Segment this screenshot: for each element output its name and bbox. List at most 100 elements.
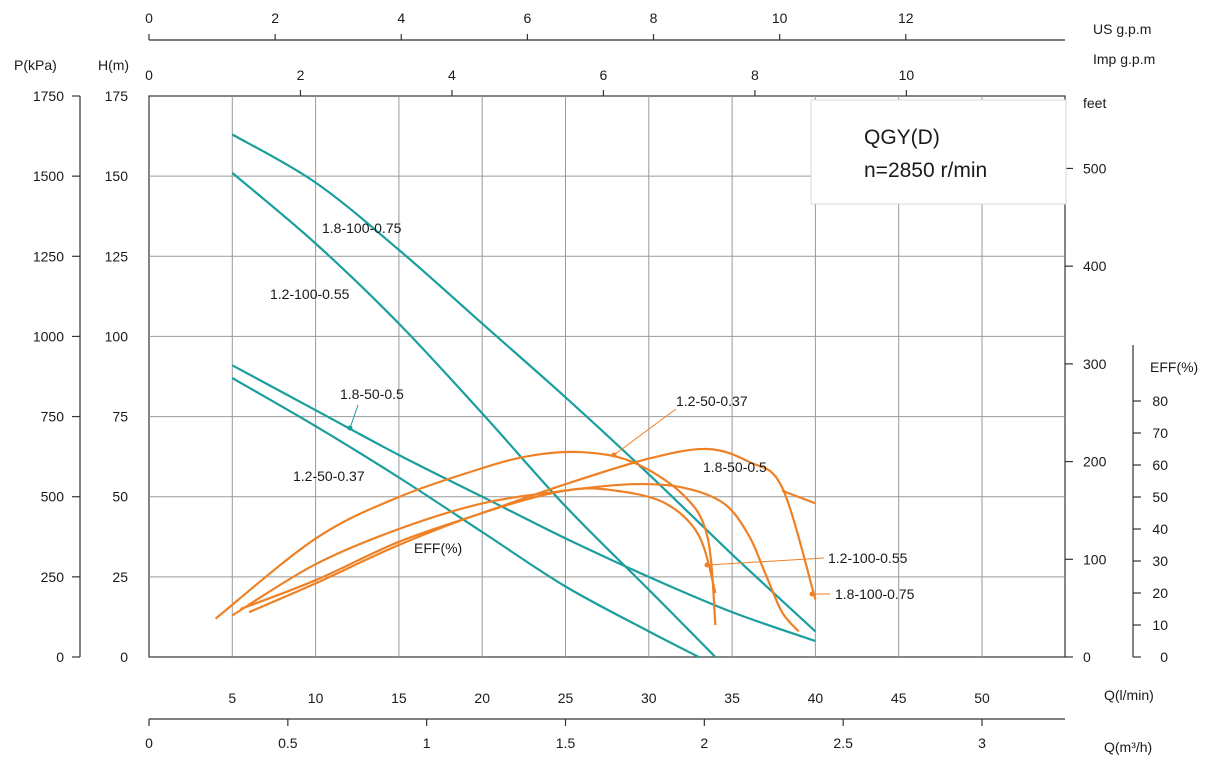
imp-gpm-title: Imp g.p.m bbox=[1093, 51, 1155, 67]
eff-curve-1.2-50-0.37 bbox=[214, 450, 717, 626]
label-head-1.8-50-0.5: 1.8-50-0.5 bbox=[340, 386, 404, 402]
title-box bbox=[810, 99, 1067, 205]
h-tick-label: 100 bbox=[105, 328, 129, 344]
label-eff-1.2-100-0.55-leader bbox=[706, 557, 825, 566]
x-tick-label: 20 bbox=[474, 690, 490, 706]
p-tick-label: 0 bbox=[56, 649, 64, 665]
label-head-1.2-50-0.37: 1.2-50-0.37 bbox=[293, 468, 365, 484]
eff-tick-label: 80 bbox=[1152, 393, 1168, 409]
eff-curve-1.2-100-0.55 bbox=[248, 487, 717, 614]
x-tick-label: 40 bbox=[808, 690, 824, 706]
axes-layer: 5 10 15 20 25 30 35 40 45 50025507510012515017502… bbox=[14, 10, 1198, 755]
q-m3h-tick-label: 1 bbox=[423, 735, 431, 751]
eff-tick-label: 10 bbox=[1152, 617, 1168, 633]
head-curve-1.8-100-0.75 bbox=[231, 133, 817, 633]
h-tick-label: 125 bbox=[105, 248, 129, 264]
p-tick-label: 1750 bbox=[33, 88, 64, 104]
us-gpm-title: US g.p.m bbox=[1093, 21, 1151, 37]
feet-axis-title: feet bbox=[1083, 95, 1106, 111]
feet-tick-label: 400 bbox=[1083, 258, 1107, 274]
us-gpm-tick-label: 6 bbox=[523, 10, 531, 26]
q-m3h-tick-label: 2 bbox=[700, 735, 708, 751]
feet-tick-label: 200 bbox=[1083, 454, 1107, 470]
head-curve-1.2-100-0.55 bbox=[231, 172, 717, 658]
x-tick-label: 30 bbox=[641, 690, 657, 706]
labels-layer: 1.8-100-0.75 1.2-100-0.55 1.8-50-0.5 1.2-50… bbox=[270, 220, 915, 602]
us-gpm-tick-label: 10 bbox=[772, 10, 788, 26]
q-m3h-title: Q(m³/h) bbox=[1104, 739, 1152, 755]
imp-gpm-tick-label: 6 bbox=[600, 67, 608, 83]
us-gpm-tick-label: 8 bbox=[650, 10, 658, 26]
h-tick-label: 25 bbox=[112, 569, 128, 585]
p-tick-label: 750 bbox=[41, 409, 65, 425]
eff-tick-label: 60 bbox=[1152, 457, 1168, 473]
head-axis-title: H(m) bbox=[98, 57, 129, 73]
x-tick-label: 15 bbox=[391, 690, 407, 706]
x-tick-label: 5 bbox=[228, 690, 236, 706]
x-tick-label: 35 bbox=[724, 690, 740, 706]
p-tick-label: 1000 bbox=[33, 328, 64, 344]
p-tick-label: 250 bbox=[41, 569, 65, 585]
chart-title: QGY(D) bbox=[864, 126, 940, 149]
eff-tick-label: 40 bbox=[1152, 521, 1168, 537]
imp-gpm-tick-label: 10 bbox=[899, 67, 915, 83]
feet-tick-label: 100 bbox=[1083, 551, 1107, 567]
h-tick-label: 0 bbox=[120, 649, 128, 665]
eff-curve-1.8-50-0.5-tail bbox=[781, 489, 816, 505]
x-tick-label: 45 bbox=[891, 690, 907, 706]
p-tick-label: 1250 bbox=[33, 248, 64, 264]
eff-tick-label: 30 bbox=[1152, 553, 1168, 569]
eff-tick-label: 70 bbox=[1152, 425, 1168, 441]
eff-curve-1.8-100-0.75 bbox=[240, 447, 817, 611]
q-m3h-tick-label: 3 bbox=[978, 735, 986, 751]
label-eff-1.2-100-0.55-dot bbox=[704, 562, 710, 568]
curves-layer bbox=[214, 133, 817, 658]
us-gpm-tick-label: 0 bbox=[145, 10, 153, 26]
x-tick-label: 50 bbox=[974, 690, 990, 706]
feet-tick-label: 300 bbox=[1083, 356, 1107, 372]
label-eff-1.8-100-0.75: 1.8-100-0.75 bbox=[835, 586, 915, 602]
feet-tick-label: 0 bbox=[1083, 649, 1091, 665]
x-tick-label: 10 bbox=[308, 690, 324, 706]
label-efficiency: EFF(%) bbox=[414, 540, 462, 556]
eff-tick-label: 0 bbox=[1160, 649, 1168, 665]
q-m3h-tick-label: 0.5 bbox=[278, 735, 298, 751]
x-tick-label: 25 bbox=[558, 690, 574, 706]
eff-curve-1.8-50-0.5 bbox=[231, 482, 800, 633]
imp-gpm-tick-label: 0 bbox=[145, 67, 153, 83]
h-tick-label: 175 bbox=[105, 88, 129, 104]
h-tick-label: 150 bbox=[105, 168, 129, 184]
label-eff-1.2-50-0.37: 1.2-50-0.37 bbox=[676, 393, 748, 409]
label-eff-1.2-50-0.37-leader bbox=[613, 408, 677, 456]
q-m3h-tick-label: 2.5 bbox=[833, 735, 853, 751]
eff-tick-label: 50 bbox=[1152, 489, 1168, 505]
plot-frame bbox=[148, 95, 1066, 658]
grid-layer bbox=[148, 95, 1066, 658]
label-eff-1.8-50-0.5: 1.8-50-0.5 bbox=[703, 459, 767, 475]
us-gpm-tick-label: 12 bbox=[898, 10, 914, 26]
q-m3h-tick-label: 1.5 bbox=[556, 735, 576, 751]
p-tick-label: 500 bbox=[41, 489, 65, 505]
q-m3h-tick-label: 0 bbox=[145, 735, 153, 751]
h-tick-label: 75 bbox=[112, 409, 128, 425]
label-head-1.8-50-0.5-leader bbox=[349, 404, 359, 429]
p-tick-label: 1500 bbox=[33, 168, 64, 184]
imp-gpm-tick-label: 2 bbox=[297, 67, 305, 83]
label-eff-1.2-100-0.55: 1.2-100-0.55 bbox=[828, 550, 908, 566]
eff-tick-label: 20 bbox=[1152, 585, 1168, 601]
pressure-axis-title: P(kPa) bbox=[14, 57, 57, 73]
head-curve-1.2-50-0.37 bbox=[231, 377, 700, 658]
label-head-1.8-100-0.75: 1.8-100-0.75 bbox=[322, 220, 402, 236]
us-gpm-tick-label: 4 bbox=[397, 10, 405, 26]
label-head-1.8-50-0.5-dot bbox=[347, 425, 353, 431]
chart-subtitle: n=2850 r/min bbox=[864, 159, 987, 182]
h-tick-label: 50 bbox=[112, 489, 128, 505]
q-lmin-title: Q(l/min) bbox=[1104, 687, 1154, 703]
label-head-1.2-100-0.55: 1.2-100-0.55 bbox=[270, 286, 350, 302]
label-eff-1.8-100-0.75-dot bbox=[809, 591, 815, 597]
eff-axis-title: EFF(%) bbox=[1150, 359, 1198, 375]
head-curve-1.8-50-0.5 bbox=[231, 364, 816, 643]
imp-gpm-tick-label: 4 bbox=[448, 67, 456, 83]
us-gpm-tick-label: 2 bbox=[271, 10, 279, 26]
